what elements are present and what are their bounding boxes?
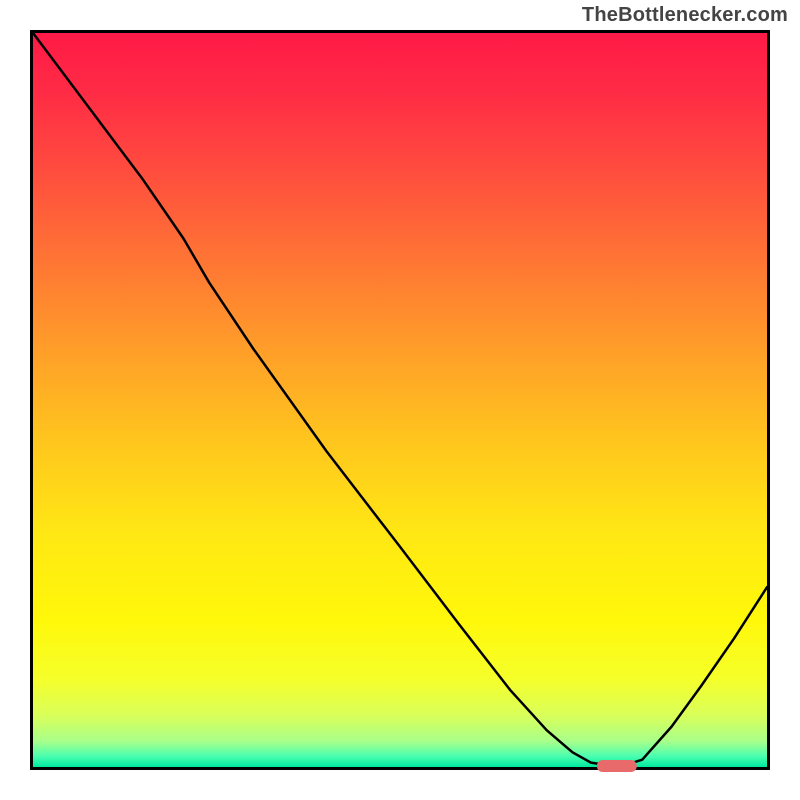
optimal-marker bbox=[596, 760, 636, 772]
watermark-text: TheBottlenecker.com bbox=[582, 4, 788, 27]
bottleneck-chart: TheBottlenecker.com bbox=[0, 0, 800, 800]
bottleneck-curve bbox=[33, 33, 767, 767]
plot-area bbox=[30, 30, 770, 770]
